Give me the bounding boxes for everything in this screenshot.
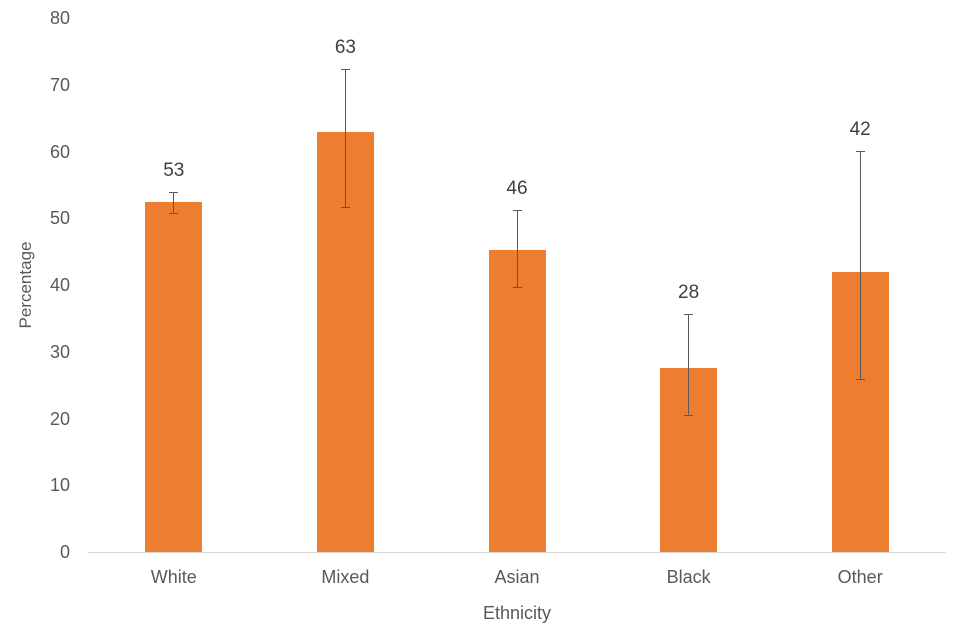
error-bar-cap-top-black <box>684 313 694 315</box>
x-tick-label-asian: Asian <box>494 567 540 587</box>
error-bar-cap-top-mixed <box>340 68 350 70</box>
error-bar-mixed <box>344 68 346 209</box>
error-bar-cap-top-asian <box>512 210 522 212</box>
value-label-other: 42 <box>849 118 871 140</box>
x-axis-line <box>88 552 946 553</box>
x-tick-label-other: Other <box>837 567 883 587</box>
x-tick-label-mixed: Mixed <box>321 567 370 587</box>
error-bar-cap-bottom-other <box>855 379 865 381</box>
error-bar-other <box>859 150 861 381</box>
y-tick-label-20: 20 <box>49 408 70 429</box>
value-label-white: 53 <box>163 160 185 182</box>
x-tick-label-white: White <box>150 567 197 587</box>
y-tick-label-0: 0 <box>59 542 70 562</box>
y-tick-label-40: 40 <box>49 275 70 295</box>
value-label-black: 28 <box>678 281 700 303</box>
y-tick-label-50: 50 <box>49 208 70 229</box>
value-label-asian: 46 <box>506 178 528 200</box>
x-axis-title: Ethnicity <box>482 603 552 623</box>
error-bar-black <box>688 313 690 416</box>
y-tick-label-10: 10 <box>49 475 70 496</box>
y-tick-label-60: 60 <box>49 141 70 162</box>
error-bar-cap-bottom-asian <box>512 286 522 288</box>
error-bar-cap-top-other <box>855 150 865 152</box>
y-tick-label-80: 80 <box>49 8 70 28</box>
error-bar-cap-bottom-mixed <box>340 207 350 209</box>
bar-asian <box>488 249 546 552</box>
error-bar-asian <box>516 210 518 288</box>
bar-white <box>145 202 203 552</box>
x-tick-label-black: Black <box>666 567 711 587</box>
error-bar-cap-top-white <box>169 192 179 194</box>
error-bar-cap-bottom-black <box>684 414 694 416</box>
error-bar-cap-bottom-white <box>169 213 179 215</box>
error-bar-white <box>173 192 175 215</box>
y-tick-label-30: 30 <box>49 341 70 362</box>
y-tick-label-70: 70 <box>49 74 70 95</box>
value-label-mixed: 63 <box>334 36 356 58</box>
